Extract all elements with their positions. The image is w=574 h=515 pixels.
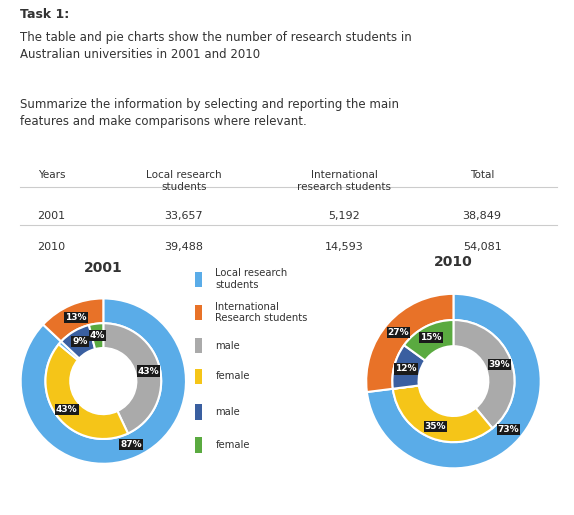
- Wedge shape: [393, 345, 425, 389]
- Text: 2010: 2010: [38, 242, 65, 252]
- Text: International
Research students: International Research students: [215, 302, 308, 323]
- Text: 43%: 43%: [138, 367, 160, 375]
- Text: The table and pie charts show the number of research students in
Australian univ: The table and pie charts show the number…: [20, 31, 412, 61]
- Wedge shape: [89, 323, 103, 349]
- Bar: [195, 338, 202, 353]
- Text: Task 1:: Task 1:: [20, 8, 69, 21]
- Text: 38,849: 38,849: [463, 211, 502, 221]
- Wedge shape: [45, 344, 128, 439]
- Text: Summarize the information by selecting and reporting the main
features and make : Summarize the information by selecting a…: [20, 98, 399, 128]
- Wedge shape: [366, 294, 453, 392]
- Title: 2010: 2010: [434, 255, 473, 269]
- Title: 2001: 2001: [84, 261, 123, 275]
- Text: 14,593: 14,593: [325, 242, 364, 252]
- Text: Local research
students: Local research students: [146, 170, 222, 192]
- Wedge shape: [453, 320, 514, 428]
- Wedge shape: [393, 385, 492, 442]
- Text: 87%: 87%: [120, 440, 142, 449]
- Wedge shape: [21, 299, 186, 464]
- Wedge shape: [59, 341, 79, 360]
- Text: Years: Years: [38, 170, 65, 180]
- Text: 43%: 43%: [56, 405, 77, 414]
- Wedge shape: [61, 325, 95, 358]
- Text: 4%: 4%: [90, 331, 105, 340]
- Text: 33,657: 33,657: [164, 211, 203, 221]
- Wedge shape: [404, 320, 453, 360]
- Text: 39,488: 39,488: [164, 242, 203, 252]
- Text: Total: Total: [470, 170, 494, 180]
- Text: 13%: 13%: [65, 313, 87, 322]
- Text: male: male: [215, 407, 240, 417]
- Text: 12%: 12%: [395, 365, 417, 373]
- Text: 27%: 27%: [387, 328, 409, 337]
- Text: 54,081: 54,081: [463, 242, 502, 252]
- Bar: [195, 369, 202, 384]
- Wedge shape: [103, 323, 161, 434]
- Wedge shape: [367, 294, 541, 468]
- Text: male: male: [215, 340, 240, 351]
- Bar: [195, 404, 202, 420]
- Text: 2001: 2001: [38, 211, 65, 221]
- Text: 73%: 73%: [498, 425, 519, 434]
- Bar: [195, 271, 202, 287]
- Text: 15%: 15%: [421, 333, 442, 342]
- Text: 35%: 35%: [425, 422, 446, 431]
- Text: female: female: [215, 440, 250, 450]
- Text: 5,192: 5,192: [328, 211, 360, 221]
- Text: 9%: 9%: [72, 337, 87, 346]
- Text: 39%: 39%: [488, 360, 510, 369]
- Wedge shape: [393, 385, 419, 389]
- Text: International
research students: International research students: [297, 170, 391, 192]
- Bar: [195, 437, 202, 453]
- Text: female: female: [215, 371, 250, 382]
- Wedge shape: [43, 299, 103, 341]
- Text: Local research
students: Local research students: [215, 268, 288, 290]
- Bar: [195, 305, 202, 320]
